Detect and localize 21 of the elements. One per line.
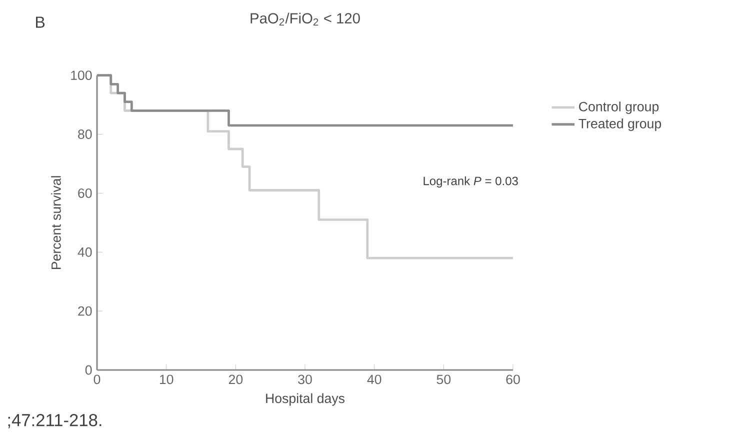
y-tick-label: 20 [78, 306, 92, 316]
text: ;47:211-218. [8, 414, 102, 428]
y-tick-label: 40 [78, 247, 92, 257]
x-tick-label: 30 [298, 374, 312, 384]
y-tick-label: 60 [78, 188, 92, 198]
legend-label: Treated group [578, 118, 662, 131]
y-axis-title: Percent survival [51, 176, 61, 270]
x-tick-label: 0 [94, 374, 100, 384]
x-tick-label: 10 [160, 374, 174, 384]
y-tick-label: 0 [85, 365, 92, 375]
x-tick-label: 40 [367, 374, 382, 384]
chart-title: PaO$_{2}$/FiO$_{2}$ < 120 [250, 12, 360, 26]
x-tick-label: 20 [228, 374, 243, 384]
legend-label: Control group [579, 102, 659, 114]
text: B [36, 16, 45, 28]
annotation: Log-rank P = 0.03 [424, 176, 518, 188]
y-tick-label: 100 [71, 70, 92, 80]
x-tick-label: 60 [506, 374, 520, 384]
y-tick-label: 80 [78, 130, 92, 139]
x-tick-label: 50 [436, 374, 451, 384]
x-axis-title: Hospital days [266, 393, 345, 406]
